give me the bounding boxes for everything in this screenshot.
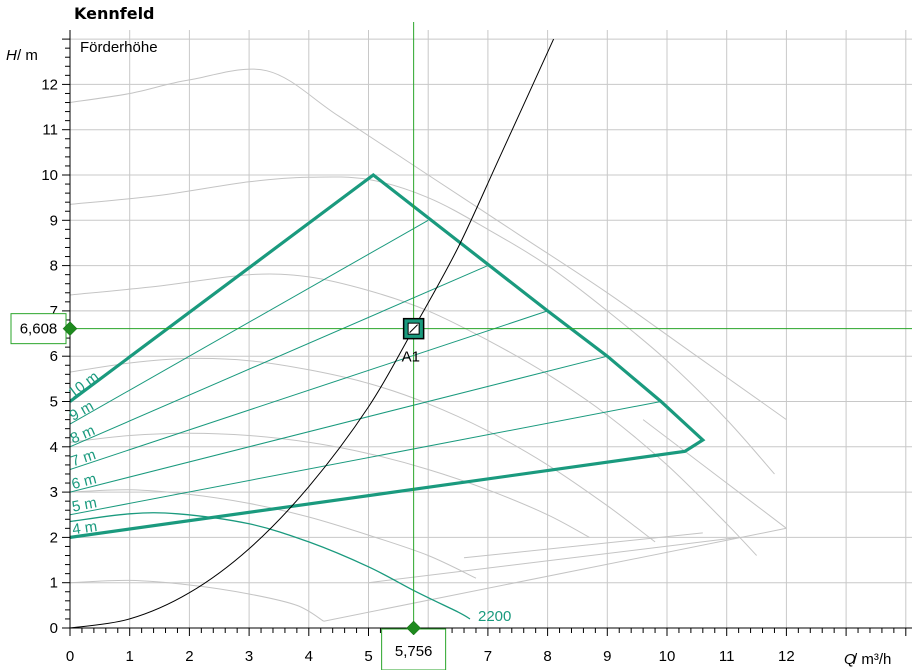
y-tick-label: 7 [50,303,58,320]
x-tick-label: 5 [364,648,372,665]
ghost-curves-layer [70,68,787,622]
y-axis-label: H [6,47,17,64]
constant-pressure-line [70,355,608,493]
x-tick-label: 2 [185,648,193,665]
ghost-curve [70,357,656,543]
ghost-curve [70,432,590,538]
x-tick-label: 3 [245,648,253,665]
y-tick-label: 6 [50,348,58,365]
y-tick-label: 1 [50,575,58,592]
x-tick-label: 8 [543,648,551,665]
system-curve [70,38,555,628]
x-tick-label: 12 [778,648,795,665]
ghost-curve [70,176,775,475]
y-readout-value: 6,608 [20,321,58,338]
operating-point-marker-slash [409,324,418,334]
ghost-curve [70,68,787,421]
pressure-line-label: 8 m [68,422,98,448]
x-tick-label: 1 [126,648,134,665]
constant-pressure-line [70,219,429,425]
speed-curve [70,512,471,620]
ghost-curve [323,527,787,622]
axis-layer: H / m Förderhöhe Q / m³/h 01234567891011… [6,30,912,668]
y-tick-label: 8 [50,258,58,275]
constant-pressure-line [70,310,548,470]
x-tick-label: 4 [305,648,313,665]
ghost-curve [642,419,787,529]
x-readout-box [381,628,447,670]
y-tick-label: 0 [50,620,58,637]
y-axis-unit: / m [17,47,38,64]
ghost-curve [70,273,757,556]
x-axis-label: Q [844,651,856,668]
y-tick-label: 12 [41,76,58,93]
operating-point-label: A1 [402,349,420,366]
y-tick-label: 5 [50,394,58,411]
x-tick-label: 10 [659,648,676,665]
ghost-curve [368,536,739,584]
constant-pressure-line [70,401,662,516]
chart-title: Kennfeld [74,4,155,23]
y-tick-label: 9 [50,212,58,229]
x-tick-label: 11 [719,648,735,665]
speed-curve-label: 2200 [478,608,511,625]
x-tick-label: 9 [603,648,611,665]
x-tick-label: 7 [484,648,492,665]
y-tick-label: 11 [42,122,58,139]
pressure-line-label: 6 m [70,470,98,493]
pressure-line-label: 5 m [71,494,99,515]
y-tick-label: 10 [41,167,58,184]
ghost-curve [70,579,324,622]
chart-subtitle: Förderhöhe [80,39,158,56]
y-tick-label: 3 [50,484,58,501]
constant-pressure-line [70,265,489,448]
y-tick-label: 4 [50,439,58,456]
ghost-curve [463,532,703,559]
pressure-line-label: 4 m [71,518,98,538]
pressure-line-label: 10 m [65,368,102,402]
x-axis-unit: / m³/h [853,651,891,668]
x-readout-value: 5,756 [395,643,433,660]
series-layer [70,38,706,628]
x-tick-label: 0 [66,648,74,665]
y-tick-label: 2 [50,529,58,546]
x-axis-marker [406,620,421,636]
pressure-line-label: 7 m [69,446,98,470]
y-axis-marker [62,321,78,337]
operating-range-envelope [70,172,706,539]
